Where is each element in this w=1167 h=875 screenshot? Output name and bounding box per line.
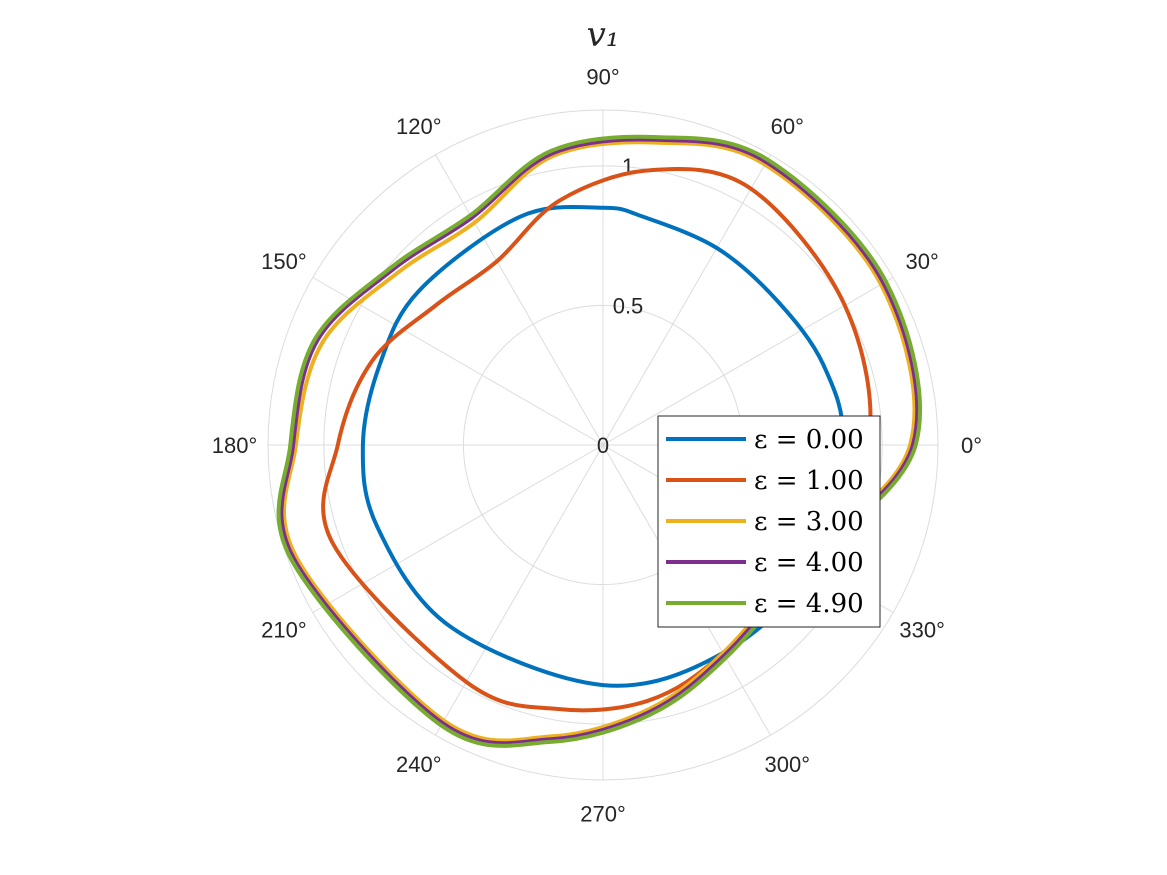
spoke-210	[312, 444, 604, 613]
series-line-2	[282, 140, 917, 743]
series-line-0	[360, 204, 846, 688]
legend-label: ε = 4.90	[754, 589, 864, 619]
legend-label: ε = 1.00	[754, 466, 864, 496]
theta-tick-label: 60°	[771, 114, 804, 139]
theta-tick-label: 90°	[586, 65, 619, 90]
theta-tick-label: 330°	[899, 617, 945, 642]
theta-tick-label: 120°	[396, 114, 442, 139]
theta-tick-label: 210°	[261, 617, 307, 642]
theta-tick-label: 300°	[764, 752, 810, 777]
series-line-4	[276, 134, 922, 748]
angular-tick-labels: 0° 30° 60° 90° 120° 150° 180° 210° 240° 270° 300° 3…	[212, 65, 982, 827]
legend-label: ε = 4.00	[754, 548, 864, 578]
legend-label: ε = 3.00	[754, 507, 864, 537]
spoke-120	[435, 154, 604, 446]
r-tick-label: 0	[597, 433, 609, 458]
theta-tick-label: 30°	[905, 249, 938, 274]
theta-tick-label: 270°	[580, 802, 626, 827]
theta-tick-label: 180°	[212, 433, 258, 458]
chart-title: v₁	[587, 15, 620, 55]
r-tick-label: 0.5	[613, 293, 644, 318]
ring-1_2	[267, 109, 939, 781]
series-lines	[276, 134, 922, 748]
theta-tick-label: 150°	[261, 249, 307, 274]
ring-1	[323, 165, 883, 725]
theta-tick-label: 240°	[396, 752, 442, 777]
theta-tick-label: 0°	[961, 433, 982, 458]
spoke-240	[435, 444, 604, 736]
legend-label: ε = 0.00	[754, 425, 864, 455]
series-line-3	[279, 137, 920, 746]
legend: ε = 0.00 ε = 1.00 ε = 3.00 ε = 4.00 ε = 4.90	[657, 415, 881, 628]
